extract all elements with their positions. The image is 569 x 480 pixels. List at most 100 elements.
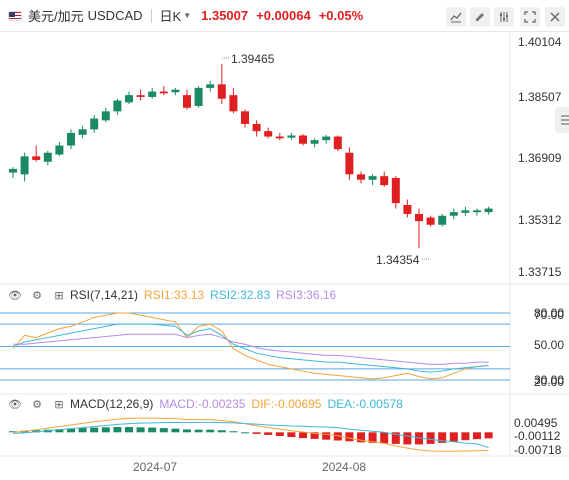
- rsi-line-rsi3: [13, 333, 489, 365]
- candle-body: [333, 136, 342, 150]
- period-label: 日K: [159, 9, 182, 24]
- macd-bar: [183, 429, 191, 433]
- macd-bar: [9, 431, 17, 433]
- macd-bar: [391, 432, 400, 444]
- candle-body: [32, 156, 41, 160]
- candle-body: [217, 84, 226, 99]
- macd-line-dif: [12, 417, 489, 452]
- eye-icon[interactable]: 👁: [8, 289, 22, 302]
- macd-title: MACD(12,26,9): [70, 397, 154, 411]
- candle-body: [368, 176, 377, 180]
- price-change-pct: +0.05%: [318, 8, 364, 23]
- candle-body: [322, 136, 331, 141]
- macd-bar: [438, 432, 447, 443]
- macd-bar: [368, 432, 377, 443]
- macd-bar: [206, 429, 215, 433]
- candle-body: [55, 145, 64, 155]
- macd-bar: [171, 428, 180, 433]
- chart-menu-icon[interactable]: ⊞: [54, 398, 64, 411]
- settings-icon[interactable]: [494, 7, 514, 27]
- price-tick: 1.36909: [518, 151, 562, 165]
- rsi1-value: RSI1:33.13: [144, 288, 205, 302]
- candle-body: [20, 156, 29, 175]
- candle-body: [310, 140, 319, 144]
- candle-body: [206, 84, 215, 88]
- macd-bar: [78, 428, 87, 433]
- candle-body: [403, 204, 412, 214]
- candle-body: [299, 135, 307, 144]
- x-axis-label: 2024-07: [133, 460, 177, 474]
- macd-tick: -0.00112: [514, 429, 561, 443]
- macd-bar: [55, 429, 64, 433]
- candle-body: [159, 91, 168, 94]
- candle-body: [391, 177, 400, 204]
- low-annotation: 1.34354: [376, 253, 420, 267]
- macd-bar: [322, 432, 331, 440]
- macd-bar: [67, 428, 75, 433]
- divider: [150, 8, 152, 23]
- macd-bar: [264, 432, 273, 435]
- rsi-line-rsi2: [12, 323, 489, 373]
- macd-bar: [403, 432, 412, 445]
- indicator-icon[interactable]: [446, 7, 466, 27]
- x-axis-label: 2024-08: [322, 460, 366, 474]
- candle-body: [438, 215, 447, 225]
- close-icon[interactable]: [545, 7, 565, 27]
- settings-icon[interactable]: ⚙: [32, 289, 42, 302]
- us-flag-icon: [8, 10, 22, 21]
- macd-bar: [484, 432, 493, 439]
- macd-bar: [275, 432, 284, 436]
- macd-bar: [333, 432, 342, 441]
- macd-bar: [90, 427, 99, 433]
- chart-menu-icon[interactable]: ⊞: [54, 289, 64, 302]
- candle-body: [148, 91, 157, 97]
- candle-body: [136, 95, 145, 97]
- macd-bar: [148, 427, 157, 433]
- candle-body: [473, 210, 481, 213]
- macd-bar: [252, 432, 261, 434]
- candle-body: [113, 100, 122, 112]
- fullscreen-icon[interactable]: [520, 7, 540, 27]
- candle-body: [229, 95, 238, 112]
- candle-body: [78, 129, 87, 135]
- dif-value: DIF:-0.00695: [251, 397, 322, 411]
- side-panel-toggle-icon[interactable]: [555, 107, 569, 133]
- eye-icon[interactable]: 👁: [8, 398, 22, 411]
- macd-bar: [415, 432, 423, 445]
- caret-down-icon: ▼: [183, 11, 192, 20]
- period-selector[interactable]: 日K ▼: [160, 6, 192, 25]
- rsi-title: RSI(7,14,21): [70, 288, 139, 302]
- symbol-code: USDCAD: [87, 8, 143, 23]
- candle-body: [101, 111, 110, 121]
- candle-body: [9, 168, 17, 173]
- macd-bar: [310, 432, 319, 439]
- candle-body: [171, 89, 180, 93]
- price-tick: 1.38507: [518, 90, 562, 104]
- macd-bar: [32, 430, 41, 433]
- macd-bar: [426, 432, 435, 444]
- candle-body: [90, 118, 99, 130]
- macd-bar: [357, 432, 365, 443]
- candle-body: [43, 152, 52, 162]
- macd-bar: [125, 427, 133, 433]
- macd-line-dea: [12, 421, 489, 449]
- rsi-level: 50.00: [534, 338, 564, 352]
- rsi-legend: 👁 ⚙ ⊞ RSI(7,14,21) RSI1:33.13 RSI2:32.83…: [0, 286, 336, 304]
- macd-bar: [229, 431, 238, 433]
- macd-bar: [380, 432, 389, 444]
- price-change: +0.00064: [256, 8, 311, 23]
- candle-body: [415, 213, 423, 222]
- rsi-level: 20.00: [534, 375, 564, 389]
- macd-bar: [136, 427, 145, 433]
- rsi2-value: RSI2:32.83: [210, 288, 271, 302]
- candle-body: [252, 123, 261, 132]
- macd-value: MACD:-0.00235: [159, 397, 246, 411]
- macd-tick: 0.00495: [514, 416, 558, 430]
- candle-body: [345, 152, 354, 175]
- draw-tool-icon[interactable]: [470, 7, 490, 27]
- macd-bar: [461, 432, 470, 441]
- candle-body: [287, 135, 296, 138]
- rsi3-value: RSI3:36.16: [276, 288, 337, 302]
- settings-icon[interactable]: ⚙: [32, 398, 42, 411]
